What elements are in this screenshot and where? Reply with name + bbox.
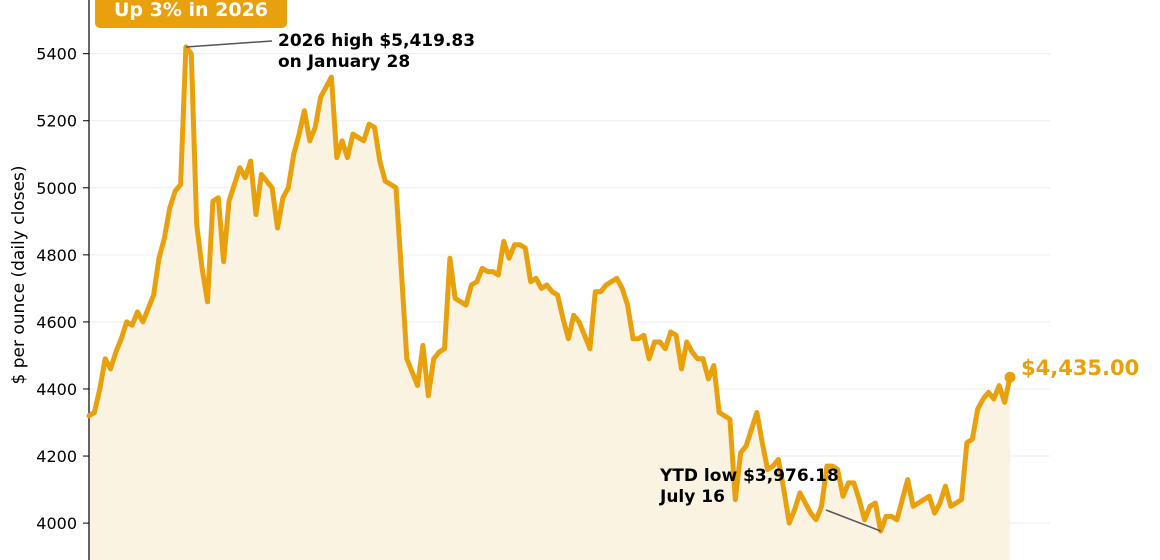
y-axis-ticks: 4000 4200 4400 4600 4800 5000 5200 5400 [36,45,89,533]
change-badge-text: Up 3% in 2026 [114,0,268,21]
high-annotation-line1: 2026 high $5,419.83 [278,31,475,51]
y-tick-label: 5000 [36,179,77,198]
high-annotation: 2026 high $5,419.83 on January 28 [278,31,481,72]
series-line [86,44,1013,534]
high-annotation-leader [185,40,273,48]
y-axis-label: $ per ounce (daily closes) [9,165,29,384]
last-point-marker [1004,371,1016,383]
y-tick-label: 4200 [36,447,77,466]
y-tick-label: 5400 [36,45,77,64]
y-tick-label: 4400 [36,380,77,399]
low-annotation-leader [825,509,882,532]
y-tick-label: 5200 [36,112,77,131]
high-annotation-line2: on January 28 [278,52,410,72]
change-badge [95,0,287,28]
low-annotation: YTD low $3,976.18 July 16 [659,466,845,507]
low-annotation-line2: July 16 [659,487,725,507]
area-fill [89,46,1010,560]
y-tick-label: 4600 [36,313,77,332]
y-tick-label: 4000 [36,514,77,533]
low-annotation-line1: YTD low $3,976.18 [659,466,839,486]
y-tick-label: 4800 [36,246,77,265]
last-value-label: $4,435.00 [1021,356,1139,380]
